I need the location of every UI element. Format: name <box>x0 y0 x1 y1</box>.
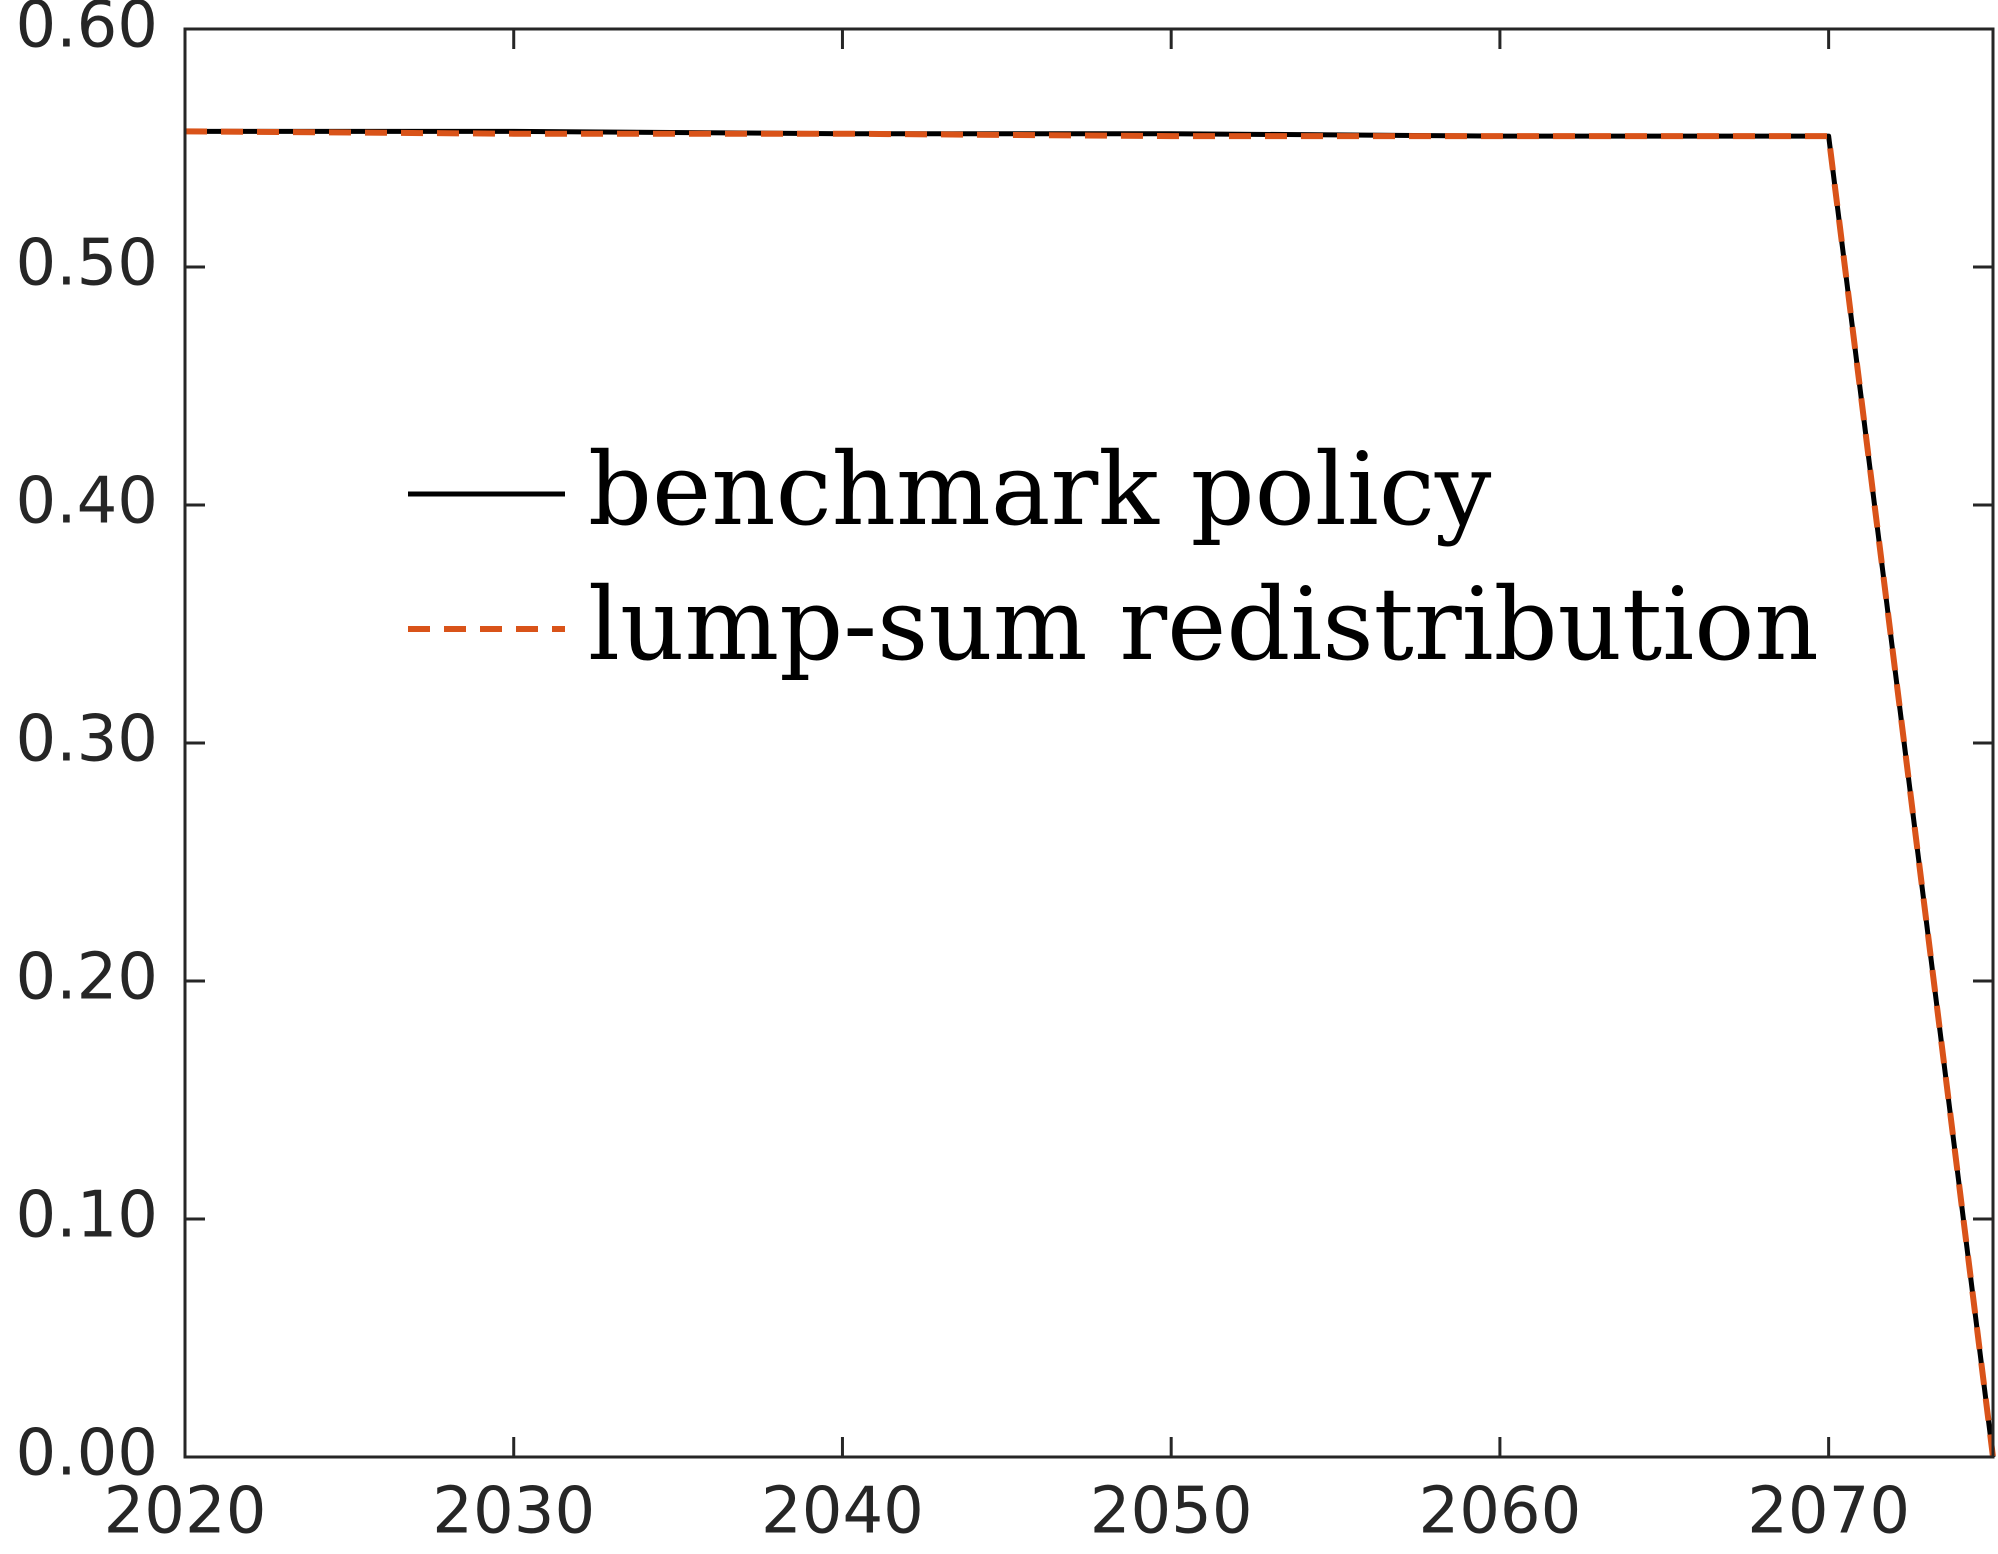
y-tick-label: 0.50 <box>16 227 159 301</box>
x-tick-label: 2060 <box>1418 1475 1581 1549</box>
y-tick-label: 0.20 <box>16 941 159 1015</box>
plot-area <box>185 29 1993 1457</box>
y-tick-label: 0.10 <box>16 1179 159 1253</box>
y-tick-label: 0.00 <box>16 1417 159 1491</box>
series-line-lump-sum-redistribution <box>184 128 1996 1458</box>
legend-label-lump-sum-redistribution: lump-sum redistribution <box>588 566 1819 683</box>
series-layer <box>184 128 1996 1458</box>
x-tick-label: 2040 <box>761 1475 924 1549</box>
ticks-layer: 2020 2030 2040 2050 2060 2070 0.00 0.10 0.20 0.30… <box>16 0 1993 1549</box>
legend: benchmark policy lump-sum redistribution <box>408 431 1819 683</box>
y-tick-label: 0.40 <box>16 465 159 539</box>
x-tick-label: 2030 <box>432 1475 595 1549</box>
y-tick-label: 0.30 <box>16 703 159 777</box>
x-tick-label: 2050 <box>1090 1475 1253 1549</box>
x-tick-label: 2070 <box>1747 1475 1910 1549</box>
legend-label-benchmark-policy: benchmark policy <box>588 431 1492 548</box>
x-tick-label: 2020 <box>104 1475 267 1549</box>
y-tick-label: 0.60 <box>16 0 159 63</box>
